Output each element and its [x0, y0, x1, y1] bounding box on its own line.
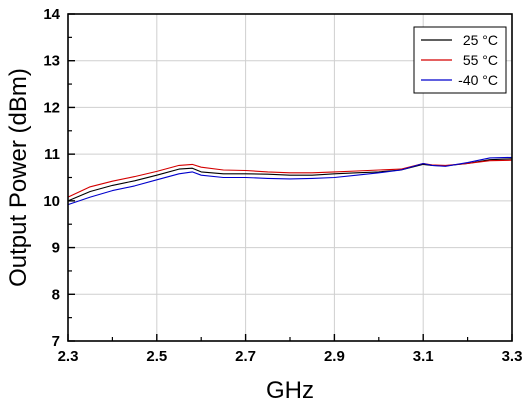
data-point — [423, 163, 424, 164]
data-point — [267, 171, 268, 172]
x-tick-label: 3.3 — [502, 348, 523, 365]
y-tick-label: 12 — [43, 99, 60, 116]
data-point — [223, 173, 224, 174]
data-point — [178, 173, 179, 174]
data-point — [134, 180, 135, 181]
y-tick-label: 13 — [43, 53, 60, 70]
data-point — [156, 171, 157, 172]
series-line-2 — [67, 156, 513, 206]
data-point — [489, 160, 490, 161]
data-point — [223, 169, 224, 170]
x-tick-label: 3.1 — [413, 348, 434, 365]
y-tick-label: 10 — [43, 193, 60, 210]
axis-ticks — [67, 13, 513, 342]
data-point — [489, 157, 490, 158]
data-point — [90, 186, 91, 187]
data-point — [201, 175, 202, 176]
data-point — [245, 173, 246, 174]
data-point — [400, 169, 401, 170]
x-tick-label: 2.9 — [324, 348, 345, 365]
data-point — [201, 171, 202, 172]
data-point — [223, 177, 224, 178]
data-point — [289, 172, 290, 173]
data-point — [192, 171, 193, 172]
data-point — [356, 175, 357, 176]
data-point — [134, 176, 135, 177]
data-point — [378, 172, 379, 173]
data-point — [112, 185, 113, 186]
data-point — [334, 171, 335, 172]
legend-label-2: -40 °C — [458, 72, 498, 88]
y-tick-label: 9 — [52, 240, 60, 257]
legend-label-0: 25 °C — [463, 32, 498, 48]
y-tick-label: 7 — [52, 333, 60, 350]
data-point — [431, 165, 432, 166]
data-point — [90, 197, 91, 198]
series-line-1 — [67, 159, 513, 198]
data-point — [90, 191, 91, 192]
data-point — [134, 185, 135, 186]
y-tick-label: 11 — [44, 146, 60, 163]
data-point — [178, 165, 179, 166]
y-tick-label: 8 — [52, 286, 60, 303]
data-point — [334, 173, 335, 174]
legend-label-1: 55 °C — [463, 52, 498, 68]
y-tick-label: 14 — [43, 6, 60, 23]
data-point — [289, 175, 290, 176]
data-point — [245, 170, 246, 171]
data-point — [289, 178, 290, 179]
y-axis-title: Output Power (dBm) — [5, 68, 32, 287]
data-point — [445, 166, 446, 167]
x-tick-label: 2.7 — [235, 348, 256, 365]
x-axis-title: GHz — [266, 377, 314, 404]
data-point — [112, 190, 113, 191]
data-point — [192, 164, 193, 165]
data-point — [467, 162, 468, 163]
data-point — [201, 167, 202, 168]
data-point — [245, 177, 246, 178]
data-point — [178, 168, 179, 169]
data-point — [267, 178, 268, 179]
data-point — [312, 178, 313, 179]
series-lines — [67, 156, 513, 206]
legend: 25 °C 55 °C -40 °C — [413, 26, 507, 94]
data-point — [312, 175, 313, 176]
data-point — [112, 181, 113, 182]
x-tick-label: 2.3 — [58, 348, 79, 365]
data-point — [156, 175, 157, 176]
data-point — [378, 169, 379, 170]
data-point — [356, 170, 357, 171]
data-point — [312, 172, 313, 173]
data-point — [334, 177, 335, 178]
tick-labels: 2.3 2.5 2.7 2.9 3.1 3.3 7 8 9 10 11 12 13 14 — [43, 6, 522, 365]
x-tick-label: 2.5 — [146, 348, 167, 365]
data-point — [267, 174, 268, 175]
data-point — [192, 168, 193, 169]
data-point — [356, 172, 357, 173]
data-point — [156, 179, 157, 180]
